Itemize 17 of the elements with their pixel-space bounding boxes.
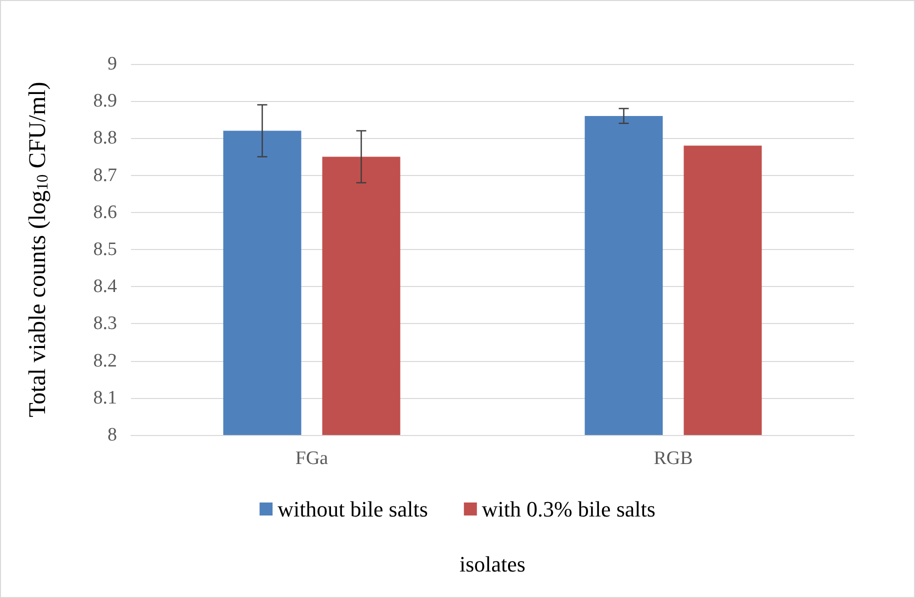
y-tick-label: 8.9 <box>93 90 117 112</box>
y-tick-label: 8.6 <box>93 202 117 223</box>
y-tick-label: 8.5 <box>93 239 117 260</box>
y-tick-label: 8.1 <box>93 387 117 408</box>
y-tick-label: 8.3 <box>93 313 117 334</box>
y-axis-title: Total viable counts (log10 CFU/ml) <box>25 82 52 418</box>
x-tick-label: FGa <box>295 448 329 469</box>
x-axis-title: isolates <box>460 552 526 576</box>
y-tick-label: 8.8 <box>93 128 117 149</box>
legend-label: with 0.3% bile salts <box>482 496 656 522</box>
legend-label: without bile salts <box>278 496 428 522</box>
y-tick-label: 8.7 <box>93 164 117 186</box>
y-tick-label: 9 <box>108 54 117 74</box>
y-tick-label: 8.4 <box>93 276 118 298</box>
y-tick-label: 8.2 <box>93 350 117 372</box>
x-tick-label: RGB <box>654 448 693 469</box>
y-tick-label: 8 <box>108 424 117 446</box>
